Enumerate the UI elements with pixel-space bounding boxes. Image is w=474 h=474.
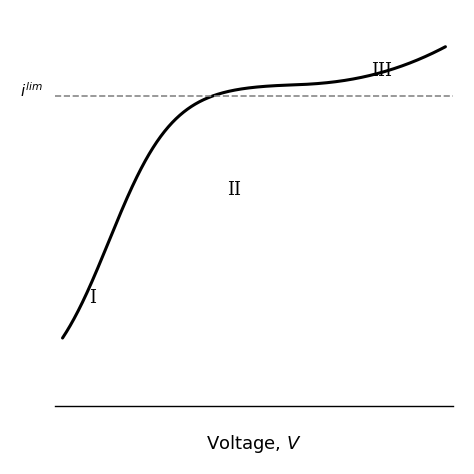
Text: I: I (89, 289, 96, 307)
Text: II: II (227, 181, 241, 199)
Text: $i^{lim}$: $i^{lim}$ (20, 82, 43, 100)
Text: III: III (371, 62, 392, 80)
X-axis label: Voltage, $V$: Voltage, $V$ (206, 433, 302, 455)
